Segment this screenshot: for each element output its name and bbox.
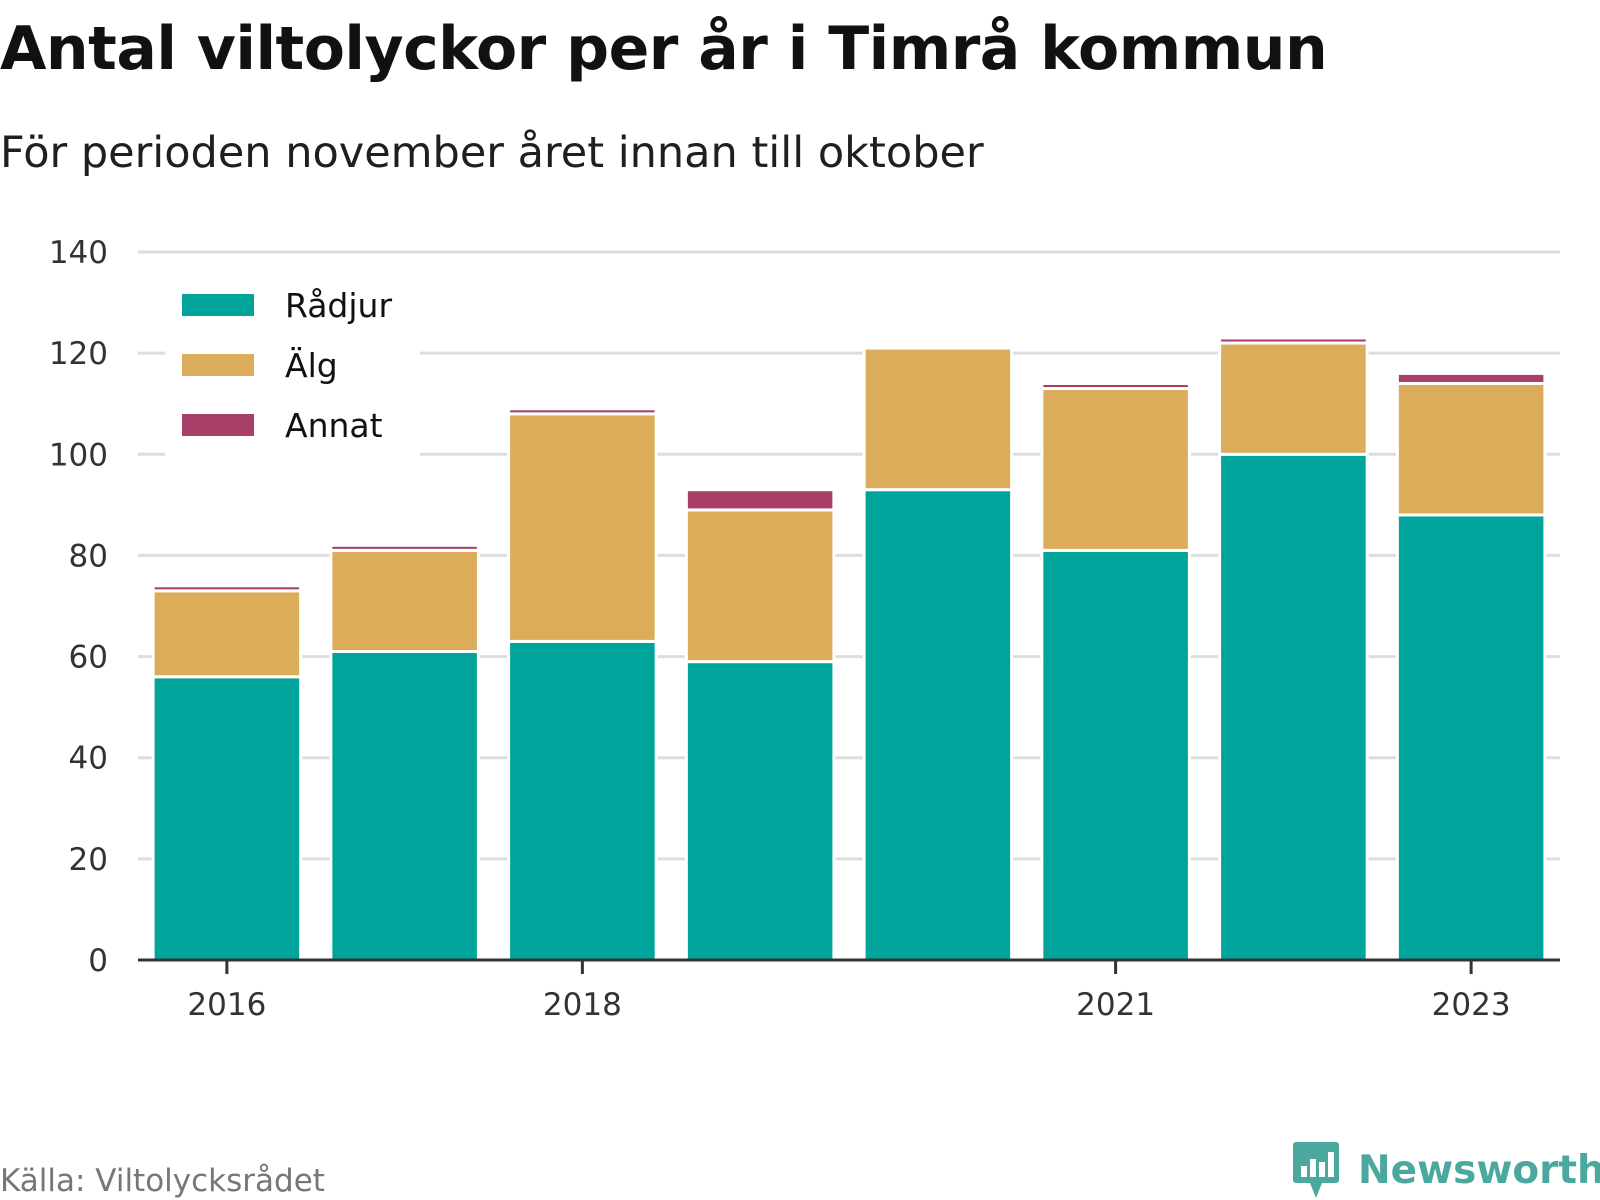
source-note: Källa: Viltolycksrådet: [0, 1163, 325, 1199]
x-tick-label: 2018: [543, 987, 622, 1023]
y-tick-label: 60: [69, 640, 108, 676]
legend-label: Annat: [285, 406, 383, 445]
chart-title: Antal viltolyckor per år i Timrå kommun: [0, 14, 1328, 84]
bars: [151, 336, 1547, 962]
stacked-bar-chart: 0 20 40 60 80 100 120 140 2016 2018 2021 2023 Rådj…: [49, 235, 1560, 1023]
x-axis-tick-labels: 2016 2018 2021 2023: [187, 960, 1511, 1023]
bar-segment: [507, 407, 658, 416]
y-tick-label: 0: [88, 943, 108, 979]
bar-segment: [1040, 381, 1191, 391]
bar-stack-2020: [862, 346, 1014, 962]
y-tick-label: 100: [49, 437, 108, 473]
x-tick-label: 2016: [187, 987, 266, 1023]
x-tick-label: 2021: [1076, 987, 1155, 1023]
bar-segment: [151, 675, 303, 962]
bar-stack-2017: [329, 543, 480, 962]
bar-stack-2023: [1395, 371, 1547, 962]
bar-segment: [329, 543, 480, 552]
y-tick-label: 40: [69, 741, 108, 777]
bar-segment: [1218, 452, 1369, 962]
bar-segment: [684, 508, 836, 664]
legend-swatch: [182, 414, 254, 436]
bar-segment: [329, 548, 480, 654]
y-axis-tick-labels: 0 20 40 60 80 100 120 140: [49, 235, 108, 979]
legend-label: Älg: [285, 346, 338, 385]
bar-segment: [507, 412, 658, 643]
brand-name: Newsworthy: [1358, 1147, 1600, 1193]
y-tick-label: 140: [49, 235, 108, 271]
bar-segment: [862, 346, 1014, 492]
legend-swatch: [182, 294, 254, 316]
bar-segment: [151, 589, 303, 679]
bar-segment: [1040, 387, 1191, 552]
bar-segment: [1218, 341, 1369, 456]
x-tick-label: 2023: [1432, 987, 1511, 1023]
bar-segment: [1395, 513, 1547, 962]
bar-segment: [1395, 371, 1547, 385]
bar-stack-2016: [151, 584, 303, 962]
y-tick-label: 20: [69, 842, 108, 878]
bar-segment: [1395, 381, 1547, 517]
chart-subtitle: För perioden november året innan till ok…: [0, 128, 984, 178]
bar-segment: [151, 584, 303, 593]
legend: Rådjur Älg Annat: [165, 278, 420, 458]
bar-segment: [684, 660, 836, 962]
bar-segment: [1040, 548, 1191, 962]
bar-chart-speech-bubble-icon: [1293, 1142, 1339, 1198]
bar-stack-2018: [507, 407, 658, 962]
legend-label: Rådjur: [285, 286, 392, 325]
bar-stack-2021: [1040, 381, 1191, 962]
bar-segment: [507, 639, 658, 962]
bar-stack-2019: [684, 488, 836, 962]
bar-stack-2022: [1218, 336, 1369, 962]
bar-segment: [329, 650, 480, 962]
bar-segment: [862, 488, 1014, 962]
legend-swatch: [182, 354, 254, 376]
bar-segment: [684, 488, 836, 512]
bar-segment: [1218, 336, 1369, 345]
y-tick-label: 80: [69, 538, 108, 574]
brand-logo: Newsworthy: [1292, 1140, 1600, 1200]
y-tick-label: 120: [49, 336, 108, 372]
